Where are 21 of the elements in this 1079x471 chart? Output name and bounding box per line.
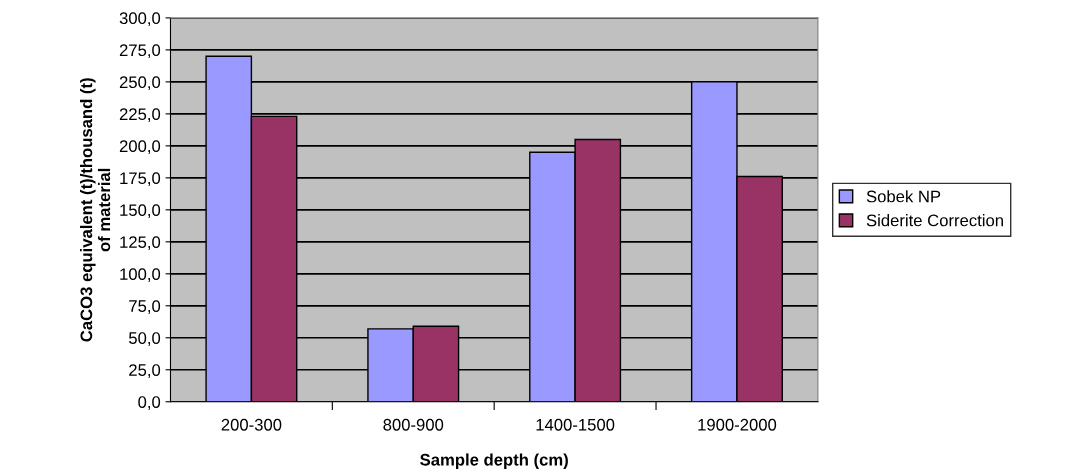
y-axis-title: CaCO3 equivalent (t)/thousand (t) of material — [80, 78, 111, 342]
y-tick-label: 75,0 — [129, 300, 161, 314]
y-tick-label: 125,0 — [120, 236, 161, 250]
legend-label: Sobek NP — [866, 190, 941, 203]
y-tick-label: 25,0 — [129, 364, 161, 378]
x-tick-label: 800-900 — [383, 418, 444, 431]
y-tick-label: 150,0 — [120, 204, 161, 218]
x-tick-label: 1400-1500 — [536, 418, 615, 431]
legend-label: Siderite Correction — [866, 214, 1003, 227]
y-tick-label: 0,0 — [138, 396, 161, 410]
x-axis-title: Sample depth (cm) — [420, 453, 568, 469]
y-tick-label: 175,0 — [120, 172, 161, 187]
y-tick-label: 300,0 — [119, 12, 161, 27]
y-tick-label: 50,0 — [128, 332, 161, 346]
x-tick-label: 1900-2000 — [698, 418, 777, 431]
y-tick-label: 275,0 — [119, 44, 161, 59]
y-tick-label: 200,0 — [119, 140, 161, 155]
y-tick-label: 225,0 — [119, 108, 161, 123]
x-tick-label: 200-300 — [221, 418, 282, 431]
y-tick-label: 250,0 — [119, 76, 161, 91]
y-tick-label: 100,0 — [120, 268, 161, 282]
